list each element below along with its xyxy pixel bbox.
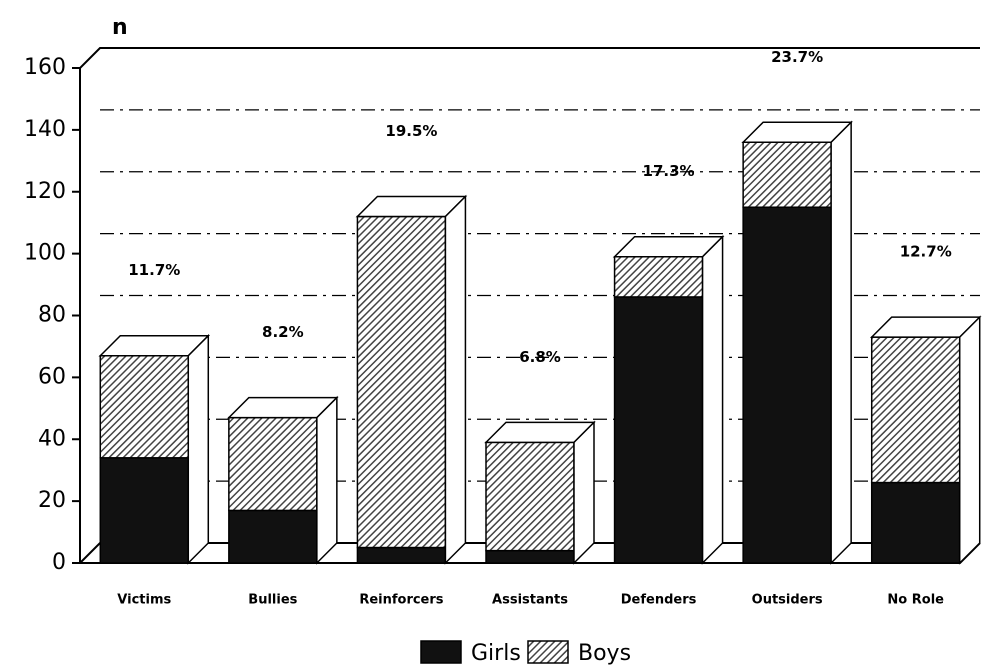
- y-tick-label: 0: [52, 550, 66, 575]
- percent-label: 17.3%: [643, 162, 695, 180]
- legend-label: Girls: [471, 641, 521, 666]
- bar: [870, 336, 961, 484]
- y-tick-label: 100: [24, 241, 66, 266]
- x-tick-label: Outsiders: [752, 593, 823, 608]
- x-tick-label: No Role: [887, 593, 944, 608]
- y-tick-label: 60: [38, 364, 66, 389]
- bar: [485, 549, 575, 564]
- bar-side: [187, 333, 210, 565]
- y-tick-label: 140: [24, 117, 66, 142]
- bar: [99, 354, 190, 459]
- bar: [485, 441, 575, 552]
- percent-label: 6.8%: [519, 348, 561, 366]
- bar: [356, 546, 447, 564]
- bar: [870, 481, 961, 564]
- percent-label: 11.7%: [128, 261, 180, 279]
- x-tick-label: Victims: [117, 593, 171, 608]
- bar: [613, 255, 704, 298]
- bar: [356, 215, 447, 549]
- bar-side: [830, 120, 852, 565]
- bar-side: [316, 395, 338, 565]
- bar: [228, 416, 318, 512]
- bar-side: [573, 420, 595, 565]
- percent-label: 19.5%: [385, 122, 437, 140]
- bar: [742, 206, 832, 564]
- legend-swatch: [420, 640, 462, 664]
- legend-label: Boys: [578, 641, 631, 666]
- y-tick-label: 40: [38, 426, 66, 451]
- x-tick-label: Assistants: [492, 593, 568, 608]
- bar: [613, 296, 704, 564]
- x-tick-label: Defenders: [621, 593, 697, 608]
- bar: [99, 457, 190, 564]
- bar: [742, 141, 832, 208]
- x-tick-label: Bullies: [248, 593, 297, 608]
- legend-swatch: [527, 640, 569, 664]
- bar-side: [701, 234, 724, 565]
- percent-label: 8.2%: [262, 323, 304, 341]
- bar: [228, 509, 318, 564]
- percent-label: 12.7%: [900, 243, 952, 261]
- y-tick-label: 120: [24, 179, 66, 204]
- bar-side: [958, 315, 981, 565]
- percent-label: 23.7%: [771, 48, 823, 66]
- y-tick-label: 20: [38, 488, 66, 513]
- y-axis-label: n: [112, 15, 128, 40]
- x-tick-label: Reinforcers: [359, 593, 443, 608]
- y-tick-label: 160: [24, 55, 66, 80]
- y-tick-label: 80: [38, 303, 66, 328]
- bar-side: [444, 194, 467, 565]
